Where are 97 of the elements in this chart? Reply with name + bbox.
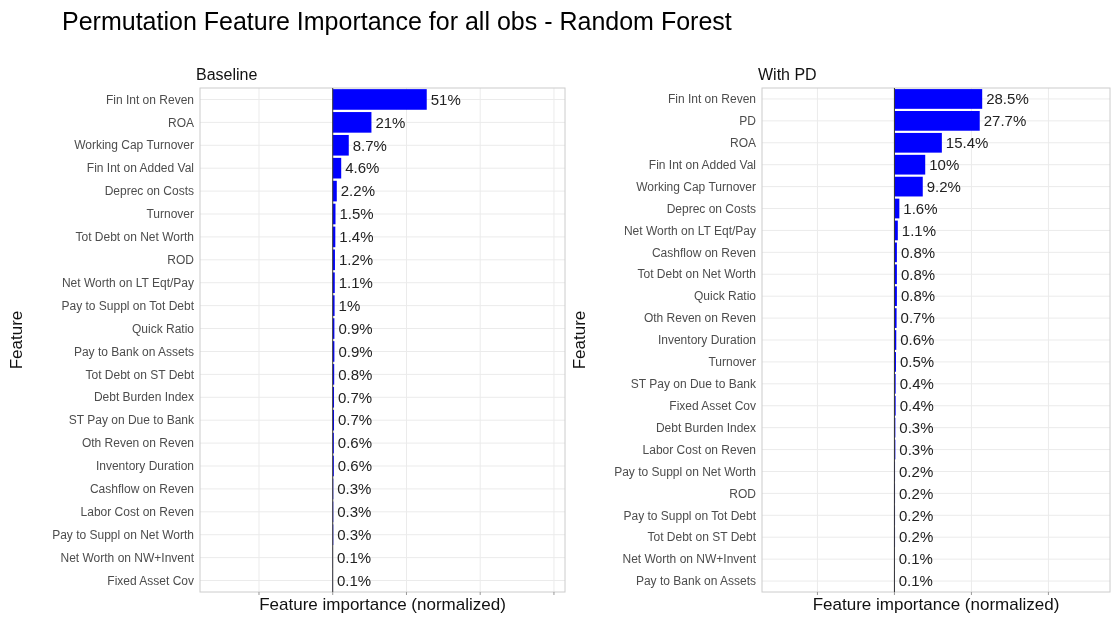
y-tick-label: Deprec on Costs — [666, 201, 756, 216]
y-tick-label: Pay to Bank on Assets — [73, 344, 194, 359]
y-tick-label: Tot Debt on ST Debt — [85, 367, 195, 382]
y-tick-label: Debt Burden Index — [655, 420, 756, 435]
data-label: 0.8% — [900, 243, 936, 261]
y-tick-label: Fixed Asset Cov — [669, 398, 756, 413]
data-label: 1.2% — [338, 251, 374, 269]
data-label: 0.2% — [899, 528, 934, 546]
y-tick-label: Tot Debt on ST Debt — [647, 530, 757, 545]
y-tick-label: Inventory Duration — [657, 333, 756, 348]
data-label: 0.3% — [337, 480, 372, 498]
data-label: 0.7% — [338, 388, 373, 406]
y-tick-label: Net Worth on LT Eqt/Pay — [61, 275, 194, 290]
y-tick-label: Quick Ratio — [693, 289, 757, 304]
y-tick-label: ST Pay on Due to Bank — [630, 377, 757, 392]
data-label: 0.1% — [898, 572, 933, 590]
data-label: 1.4% — [339, 228, 374, 246]
y-tick-label: Fixed Asset Cov — [107, 573, 194, 588]
data-label: 0.4% — [899, 375, 934, 393]
chart-subtitle: With PD — [758, 66, 817, 83]
y-tick-label: Deprec on Costs — [104, 184, 194, 199]
y-axis-title: Feature — [570, 310, 589, 370]
data-label: 0.9% — [338, 342, 373, 360]
data-label: 0.8% — [338, 365, 373, 383]
y-tick-label: Pay to Bank on Assets — [635, 574, 756, 589]
y-tick-label: Fin Int on Added Val — [648, 157, 756, 172]
data-label: 0.6% — [337, 434, 373, 452]
data-label: 0.1% — [898, 550, 933, 568]
x-axis-title: Feature importance (normalized) — [812, 595, 1060, 614]
data-label: 0.7% — [338, 411, 373, 429]
y-tick-label: Turnover — [146, 207, 194, 222]
y-tick-label: ROA — [167, 115, 194, 130]
y-tick-label: Working Cap Turnover — [74, 138, 194, 153]
y-tick-label: Debt Burden Index — [93, 390, 194, 405]
data-label: 0.3% — [337, 525, 372, 543]
data-label: 1.1% — [338, 273, 373, 291]
data-label: 0.8% — [900, 265, 936, 283]
y-tick-label: Net Worth on NW+Invent — [60, 550, 195, 565]
y-tick-label: Oth Reven on Reven — [643, 311, 756, 326]
y-tick-label: Fin Int on Reven — [105, 92, 194, 107]
y-tick-label: ROD — [167, 253, 195, 268]
data-label: 27.7% — [983, 112, 1027, 130]
y-tick-label: Cashflow on Reven — [651, 245, 756, 260]
data-label: 0.3% — [899, 440, 934, 458]
y-tick-label: Labor Cost on Reven — [80, 505, 194, 520]
data-label: 8.7% — [352, 136, 387, 154]
y-tick-label: Oth Reven on Reven — [81, 436, 194, 451]
y-tick-label: Fin Int on Reven — [667, 92, 756, 107]
data-label: 15.4% — [945, 134, 989, 152]
data-label: 1.6% — [903, 199, 938, 217]
y-tick-label: Fin Int on Added Val — [86, 161, 194, 176]
data-label: 0.2% — [899, 484, 934, 502]
y-tick-label: Pay to Suppl on Net Worth — [614, 464, 756, 479]
data-label: 1.5% — [339, 205, 374, 223]
data-label: 4.6% — [345, 159, 380, 177]
chart-subtitle: Baseline — [196, 66, 258, 83]
data-label: 0.2% — [899, 506, 934, 524]
y-tick-label: Tot Debt on Net Worth — [75, 230, 194, 245]
data-label: 1.1% — [901, 221, 937, 239]
y-tick-label: Tot Debt on Net Worth — [637, 267, 756, 282]
y-tick-label: Pay to Suppl on Tot Debt — [623, 508, 757, 523]
data-label: 9.2% — [926, 177, 961, 195]
y-tick-label: Inventory Duration — [95, 459, 194, 474]
data-label: 0.9% — [338, 319, 373, 337]
data-label: 0.6% — [337, 457, 373, 475]
data-label: 0.2% — [899, 462, 934, 480]
y-tick-label: Pay to Suppl on Tot Debt — [61, 298, 195, 313]
x-axis-title: Feature importance (normalized) — [259, 595, 506, 614]
y-tick-label: Cashflow on Reven — [89, 482, 194, 497]
y-tick-label: Turnover — [708, 355, 756, 370]
y-tick-label: ST Pay on Due to Bank — [68, 413, 195, 428]
data-label: 0.3% — [899, 418, 934, 436]
data-label: 28.5% — [986, 90, 1029, 108]
data-label: 0.4% — [899, 396, 934, 414]
data-label: 0.1% — [336, 571, 372, 589]
y-tick-label: ROA — [729, 135, 756, 150]
y-tick-label: Pay to Suppl on Net Worth — [52, 527, 194, 542]
data-label: 21% — [375, 113, 406, 131]
data-label: 0.5% — [899, 353, 935, 371]
y-tick-label: Labor Cost on Reven — [642, 442, 756, 457]
data-label: 2.2% — [340, 182, 375, 200]
y-tick-label: Quick Ratio — [131, 321, 195, 336]
y-tick-label: PD — [739, 114, 757, 129]
y-tick-label: Working Cap Turnover — [636, 179, 756, 194]
data-label: 1% — [338, 296, 361, 314]
y-tick-label: Net Worth on NW+Invent — [622, 552, 757, 567]
data-label: 0.1% — [336, 548, 372, 566]
data-label: 0.8% — [900, 287, 936, 305]
data-label: 0.6% — [900, 331, 935, 349]
y-tick-label: ROD — [729, 486, 757, 501]
data-label: 0.7% — [900, 309, 935, 327]
y-axis-title: Feature — [7, 310, 26, 370]
chart-title: Permutation Feature Importance for all obs - Random Forest — [62, 7, 732, 35]
data-label: 51% — [430, 90, 461, 108]
data-label: 0.3% — [337, 503, 372, 521]
data-label: 10% — [929, 155, 960, 173]
y-tick-label: Net Worth on LT Eqt/Pay — [623, 223, 756, 238]
